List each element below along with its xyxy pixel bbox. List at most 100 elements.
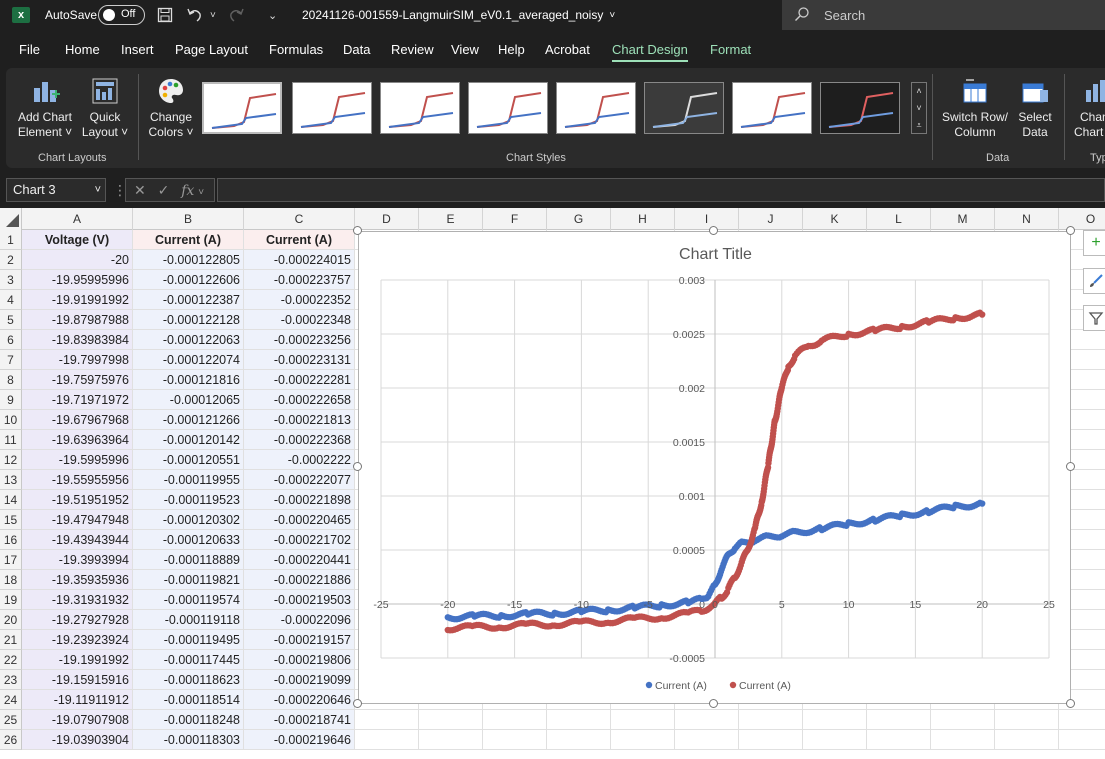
table-cell[interactable]: -19.27927928 bbox=[22, 610, 133, 630]
table-cell[interactable]: -0.000223256 bbox=[244, 330, 355, 350]
empty-cell[interactable] bbox=[547, 730, 611, 750]
empty-cell[interactable] bbox=[995, 730, 1059, 750]
resize-handle-left[interactable] bbox=[353, 462, 362, 471]
empty-cell[interactable] bbox=[611, 710, 675, 730]
chart-style-4[interactable] bbox=[468, 82, 548, 134]
resize-handle-top-right[interactable] bbox=[1066, 226, 1075, 235]
table-cell[interactable]: -19.23923924 bbox=[22, 630, 133, 650]
row-header[interactable]: 6 bbox=[0, 330, 22, 350]
row-header[interactable]: 18 bbox=[0, 570, 22, 590]
empty-cell[interactable] bbox=[547, 710, 611, 730]
table-cell[interactable]: -0.000222281 bbox=[244, 370, 355, 390]
table-cell[interactable]: -0.000219646 bbox=[244, 730, 355, 750]
chevron-up-icon[interactable]: ˄ bbox=[916, 86, 922, 96]
table-cell[interactable]: -0.000221813 bbox=[244, 410, 355, 430]
column-header-k[interactable]: K bbox=[803, 208, 867, 230]
table-cell[interactable]: -0.000222658 bbox=[244, 390, 355, 410]
table-cell[interactable]: -19.03903904 bbox=[22, 730, 133, 750]
add-chart-element-button[interactable]: Add Chart Element ˅ bbox=[14, 76, 76, 140]
tab-chart-design[interactable]: Chart Design bbox=[612, 30, 688, 68]
table-cell[interactable]: -19.11911912 bbox=[22, 690, 133, 710]
table-cell[interactable]: -19.75975976 bbox=[22, 370, 133, 390]
row-header[interactable]: 11 bbox=[0, 430, 22, 450]
table-cell[interactable]: -19.7997998 bbox=[22, 350, 133, 370]
table-cell[interactable]: -0.00022348 bbox=[244, 310, 355, 330]
formula-input[interactable] bbox=[217, 178, 1105, 202]
column-header-g[interactable]: G bbox=[547, 208, 611, 230]
row-header[interactable]: 21 bbox=[0, 630, 22, 650]
row-header[interactable]: 17 bbox=[0, 550, 22, 570]
chart-style-3[interactable] bbox=[380, 82, 460, 134]
empty-cell[interactable] bbox=[867, 730, 931, 750]
table-cell[interactable]: -0.000220441 bbox=[244, 550, 355, 570]
empty-cell[interactable] bbox=[675, 710, 739, 730]
row-header[interactable]: 3 bbox=[0, 270, 22, 290]
empty-cell[interactable] bbox=[1059, 330, 1105, 350]
table-cell[interactable]: -0.000219099 bbox=[244, 670, 355, 690]
resize-handle-bottom-right[interactable] bbox=[1066, 699, 1075, 708]
empty-cell[interactable] bbox=[1059, 670, 1105, 690]
table-cell[interactable]: -0.000120551 bbox=[133, 450, 244, 470]
tab-acrobat[interactable]: Acrobat bbox=[545, 41, 590, 57]
undo-icon[interactable] bbox=[186, 0, 204, 30]
series-1[interactable] bbox=[444, 499, 986, 623]
insert-function-button[interactable]: fx bbox=[181, 183, 195, 199]
row-header[interactable]: 20 bbox=[0, 610, 22, 630]
table-cell[interactable]: -0.000120302 bbox=[133, 510, 244, 530]
data-point[interactable] bbox=[979, 500, 986, 507]
undo-dropdown-icon[interactable]: ˅ bbox=[210, 9, 216, 21]
chart-style-7[interactable] bbox=[732, 82, 812, 134]
tab-format[interactable]: Format bbox=[710, 41, 752, 57]
table-cell[interactable]: -0.000223757 bbox=[244, 270, 355, 290]
table-cell[interactable]: -0.000122063 bbox=[133, 330, 244, 350]
column-header-l[interactable]: L bbox=[867, 208, 931, 230]
tab-file[interactable]: File bbox=[19, 41, 40, 57]
table-cell[interactable]: -0.000219503 bbox=[244, 590, 355, 610]
tab-review[interactable]: Review bbox=[391, 41, 434, 57]
save-icon[interactable] bbox=[157, 0, 173, 30]
chevron-down-icon[interactable]: ˅ bbox=[916, 103, 922, 113]
table-cell[interactable]: -0.000117445 bbox=[133, 650, 244, 670]
table-cell[interactable]: -19.63963964 bbox=[22, 430, 133, 450]
row-header[interactable]: 8 bbox=[0, 370, 22, 390]
chart-area[interactable]: Chart Title -0.0005 0 0.0005 0.001 0.0015 0.00… bbox=[358, 231, 1071, 704]
table-cell[interactable]: -0.000122805 bbox=[133, 250, 244, 270]
table-cell[interactable]: -20 bbox=[22, 250, 133, 270]
quick-layout-button[interactable]: Quick Layout ˅ bbox=[80, 76, 130, 140]
series-2[interactable] bbox=[444, 309, 986, 634]
empty-cell[interactable] bbox=[1059, 650, 1105, 670]
empty-cell[interactable] bbox=[1059, 490, 1105, 510]
row-header[interactable]: 16 bbox=[0, 530, 22, 550]
empty-cell[interactable] bbox=[1059, 470, 1105, 490]
table-cell[interactable]: -0.000220465 bbox=[244, 510, 355, 530]
column-header-c[interactable]: C bbox=[244, 208, 355, 230]
table-cell[interactable]: -0.000222368 bbox=[244, 430, 355, 450]
column-header-j[interactable]: J bbox=[739, 208, 803, 230]
row-header[interactable]: 24 bbox=[0, 690, 22, 710]
empty-cell[interactable] bbox=[1059, 430, 1105, 450]
table-cell[interactable]: -0.00012065 bbox=[133, 390, 244, 410]
table-cell[interactable]: -0.000219157 bbox=[244, 630, 355, 650]
empty-cell[interactable] bbox=[1059, 570, 1105, 590]
data-point[interactable] bbox=[979, 311, 986, 318]
name-box[interactable]: Chart 3 ˅ bbox=[6, 178, 106, 202]
table-cell[interactable]: -0.000119955 bbox=[133, 470, 244, 490]
column-header-a[interactable]: A bbox=[22, 208, 133, 230]
empty-cell[interactable] bbox=[1059, 270, 1105, 290]
table-cell[interactable]: -19.55955956 bbox=[22, 470, 133, 490]
table-cell[interactable]: -0.0002222 bbox=[244, 450, 355, 470]
table-cell[interactable]: -0.000221886 bbox=[244, 570, 355, 590]
file-name[interactable]: 20241126-001559-LangmuirSIM_eV0.1_averag… bbox=[302, 0, 615, 30]
chevron-down-icon[interactable]: ˅ bbox=[198, 187, 205, 198]
column-header-f[interactable]: F bbox=[483, 208, 547, 230]
tab-formulas[interactable]: Formulas bbox=[269, 41, 324, 57]
table-cell[interactable]: -19.15915916 bbox=[22, 670, 133, 690]
select-data-button[interactable]: Select Data bbox=[1014, 76, 1056, 140]
empty-cell[interactable] bbox=[1059, 410, 1105, 430]
table-cell[interactable]: -0.000218741 bbox=[244, 710, 355, 730]
empty-cell[interactable] bbox=[995, 710, 1059, 730]
table-cell[interactable]: -0.000224015 bbox=[244, 250, 355, 270]
table-cell[interactable]: -0.000122387 bbox=[133, 290, 244, 310]
table-cell[interactable]: -19.67967968 bbox=[22, 410, 133, 430]
row-header[interactable]: 10 bbox=[0, 410, 22, 430]
